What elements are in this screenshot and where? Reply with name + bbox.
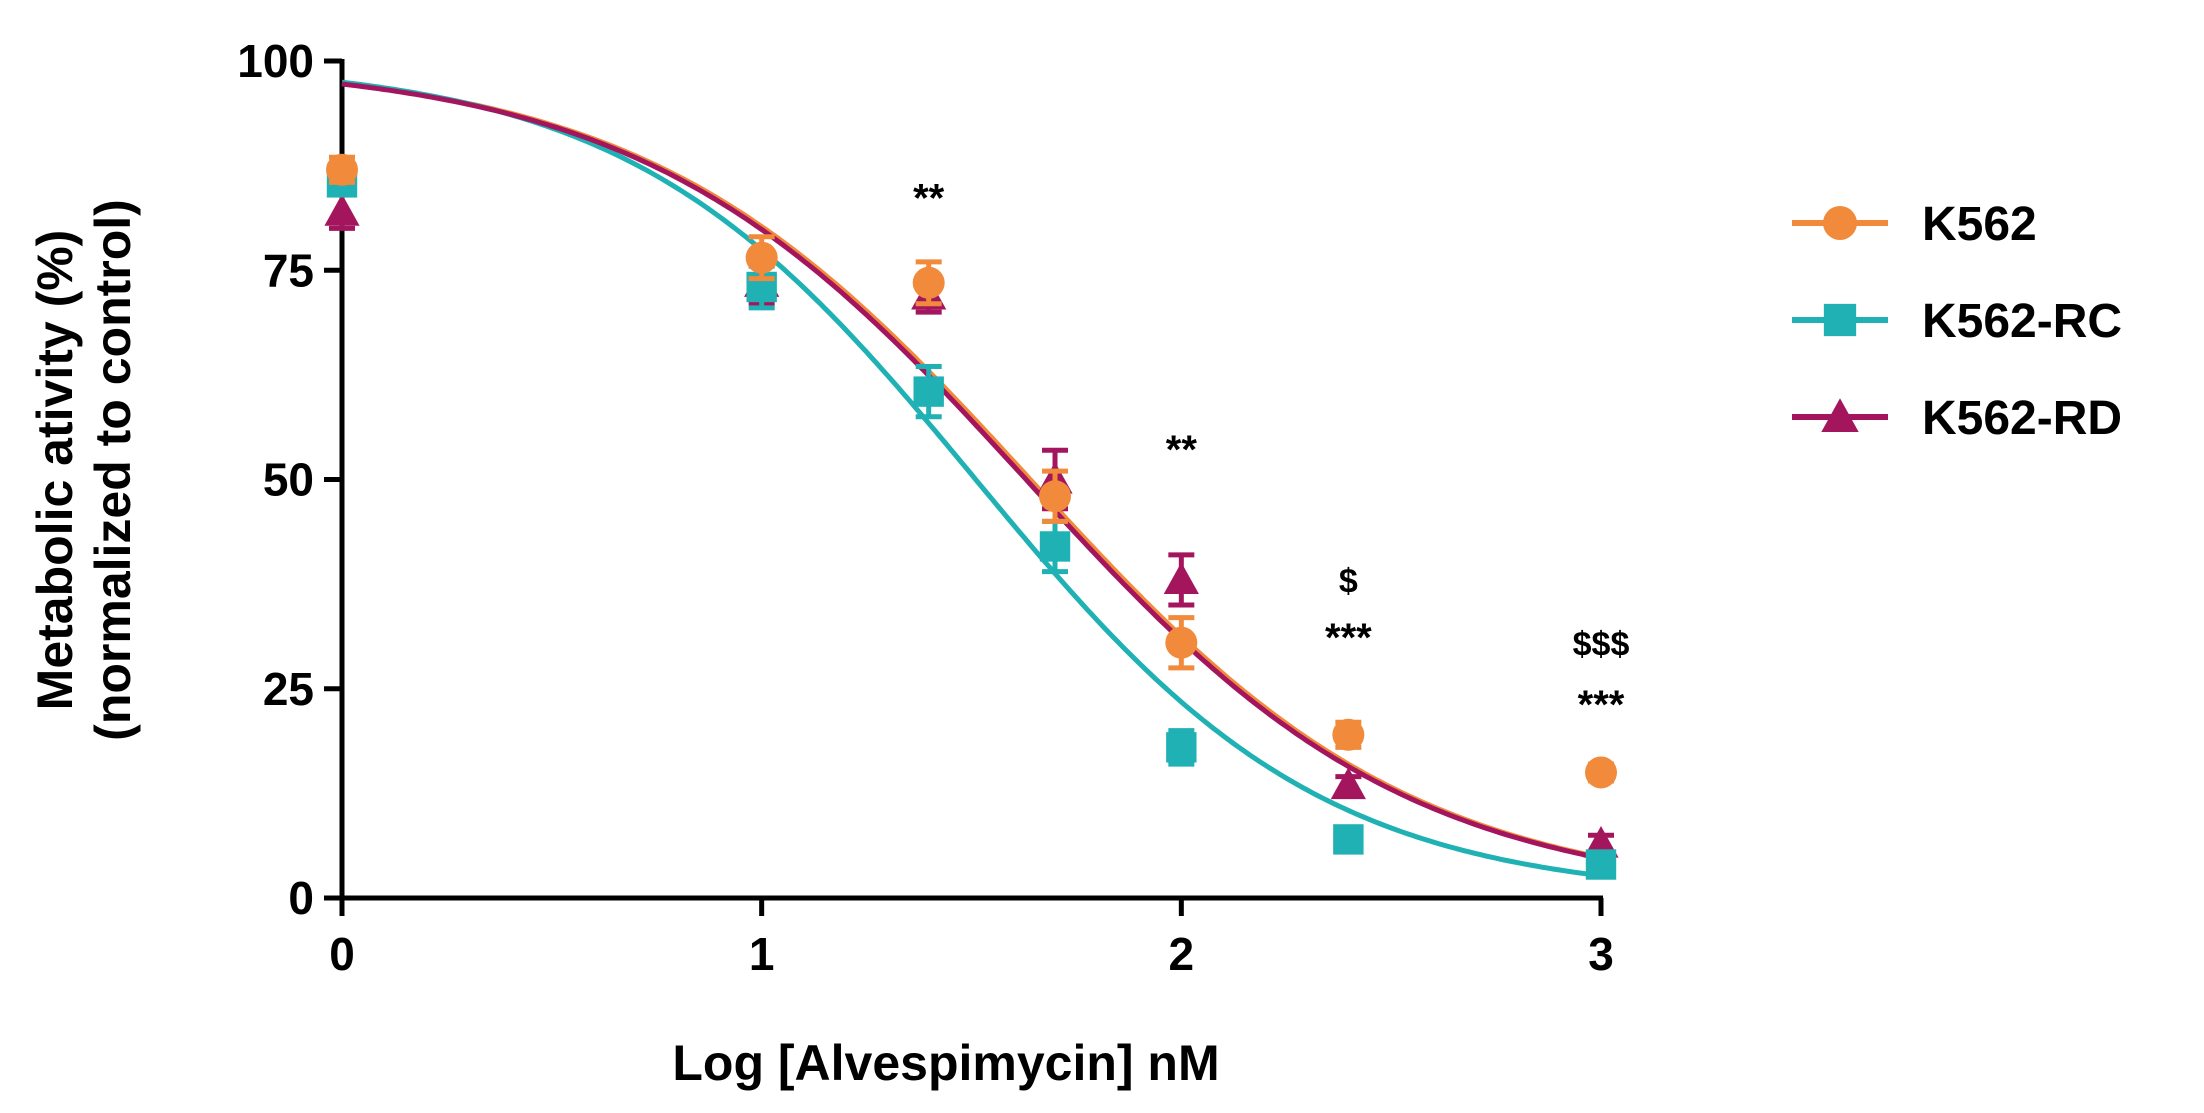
data-point-k562-rc: [1166, 732, 1197, 763]
fit-curve-k562-rd: [341, 81, 1602, 861]
x-tick-label: 0: [329, 928, 355, 980]
fit-curve-k562: [341, 81, 1602, 860]
data-point-k562-rc: [1333, 824, 1364, 855]
data-point-k562: [1039, 480, 1072, 513]
x-tick-label: 1: [749, 928, 775, 980]
data-point-k562: [326, 153, 358, 186]
data-points: [324, 153, 1619, 880]
legend-label: K562-RD: [1922, 392, 2122, 445]
data-point-k562-rd: [1163, 562, 1199, 595]
legend-label: K562: [1922, 198, 2037, 251]
significance-annotations: ** ** $ *** $$$ ***: [913, 177, 1629, 727]
y-axis-label-line2: (normalized to control): [85, 199, 141, 741]
legend: K562 K562-RC K562-RD: [1792, 198, 2122, 445]
y-tick-label: 100: [237, 35, 314, 87]
significance-marker: $$$: [1573, 625, 1630, 663]
significance-marker: ***: [1578, 683, 1625, 727]
fit-curves: [341, 79, 1602, 879]
y-tick-label: 25: [263, 663, 314, 715]
legend-marker: [1823, 206, 1857, 240]
legend-marker: [1823, 303, 1857, 337]
legend-item-k562: K562: [1792, 198, 2037, 251]
data-point-k562: [912, 266, 945, 299]
y-axis-label: Metabolic ativity (%) (normalized to con…: [27, 199, 141, 741]
data-point-k562: [1585, 756, 1617, 789]
data-point-k562: [745, 241, 778, 274]
y-tick-label: 50: [263, 454, 314, 506]
significance-marker: **: [913, 177, 945, 221]
significance-marker: ***: [1325, 616, 1372, 660]
data-point-k562: [1332, 718, 1365, 751]
data-point-k562-rd: [1330, 767, 1366, 800]
legend-label: K562-RC: [1922, 295, 2122, 348]
significance-marker: $: [1339, 562, 1358, 600]
x-tick-label: 2: [1169, 928, 1195, 980]
legend-item-k562-rd: K562-RD: [1792, 392, 2122, 445]
data-point-k562-rc: [1585, 849, 1617, 880]
x-axis-label: Log [Alvespimycin] nM: [672, 1035, 1219, 1091]
data-point-k562: [1165, 626, 1198, 659]
x-tick-label: 3: [1588, 928, 1614, 980]
data-point-k562-rc: [913, 376, 944, 407]
legend-marker: [1821, 398, 1859, 432]
y-axis-label-line1: Metabolic ativity (%): [27, 230, 83, 711]
data-point-k562-rc: [1039, 531, 1071, 562]
fit-curve-k562-rc: [341, 79, 1602, 879]
y-tick-label: 75: [263, 244, 314, 296]
legend-item-k562-rc: K562-RC: [1792, 295, 2122, 348]
data-point-k562-rd: [324, 194, 360, 226]
axes: 0 1 2 3 0 25 50 75 100: [237, 35, 1614, 980]
significance-marker: **: [1166, 428, 1198, 472]
y-tick-label: 0: [288, 872, 314, 924]
